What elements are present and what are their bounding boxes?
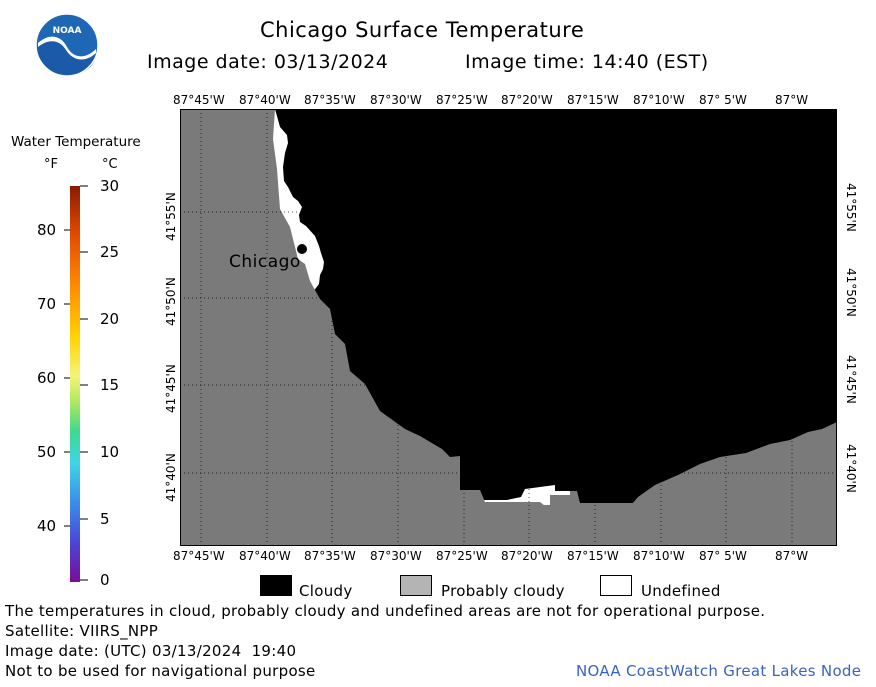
colorbar — [64, 185, 88, 582]
c-tick: 25 — [100, 243, 120, 261]
page-title: Chicago Surface Temperature — [260, 18, 585, 42]
noaa-logo-text: NOAA — [53, 26, 82, 36]
lat-label: 41°40'N — [844, 444, 858, 493]
lon-label: 87° 5'W — [699, 549, 747, 563]
c-tick: 20 — [100, 310, 120, 328]
lon-label: 87°40'W — [239, 549, 291, 563]
land-southeast — [180, 109, 837, 546]
chicago-marker — [297, 244, 307, 254]
lon-label: 87°25'W — [436, 549, 488, 563]
utc-date-text: Image date: (UTC) 03/13/2024 19:40 — [5, 642, 297, 660]
legend-label-cloudy: Cloudy — [299, 582, 353, 600]
legend-swatch-probably-cloudy — [400, 575, 432, 596]
c-tick: 30 — [100, 177, 120, 195]
disclaimer-text: The temperatures in cloud, probably clou… — [5, 602, 766, 620]
lon-label: 87°15'W — [567, 93, 619, 107]
lat-label: 41°40'N — [164, 453, 178, 502]
lon-label: 87°25'W — [436, 93, 488, 107]
legend-label-undefined: Undefined — [641, 582, 721, 600]
lat-label: 41°45'N — [164, 364, 178, 413]
legend-label-probably-cloudy: Probably cloudy — [441, 582, 565, 600]
lon-label: 87°W — [775, 549, 809, 563]
city-label: Chicago — [229, 252, 301, 272]
lon-label: 87°45'W — [173, 549, 225, 563]
legend-swatch-undefined — [600, 575, 632, 596]
lon-label: 87°10'W — [633, 93, 685, 107]
image-date: Image date: 03/13/2024 — [147, 51, 389, 73]
temperature-map — [180, 109, 837, 546]
lon-label: 87°20'W — [501, 93, 553, 107]
f-tick: 60 — [37, 369, 57, 387]
lon-label: 87°20'W — [501, 549, 553, 563]
legend-swatch-cloudy — [260, 575, 292, 596]
lon-label: 87°10'W — [633, 549, 685, 563]
colorbar-title: Water Temperature — [11, 134, 141, 150]
graticule — [180, 109, 837, 546]
lat-label: 41°55'N — [164, 192, 178, 241]
satellite-text: Satellite: VIIRS_NPP — [5, 622, 159, 640]
lon-label: 87°30'W — [370, 549, 422, 563]
lat-label: 41°50'N — [844, 268, 858, 317]
lon-label: 87°W — [775, 93, 809, 107]
lon-label: 87°45'W — [173, 93, 225, 107]
lon-label: 87°35'W — [304, 549, 356, 563]
c-tick: 10 — [100, 443, 120, 461]
lat-label: 41°45'N — [844, 355, 858, 404]
c-tick: 5 — [100, 510, 110, 528]
lon-label: 87° 5'W — [699, 93, 747, 107]
lat-label: 41°50'N — [164, 277, 178, 326]
lon-label: 87°30'W — [370, 93, 422, 107]
c-tick: 0 — [100, 571, 110, 589]
lat-label: 41°55'N — [844, 183, 858, 232]
noaa-logo: NOAA — [35, 13, 99, 77]
f-tick: 50 — [37, 443, 57, 461]
lon-label: 87°40'W — [239, 93, 291, 107]
colorbar-unit-f: °F — [44, 157, 58, 172]
cloudy-area — [275, 109, 837, 503]
f-tick: 80 — [37, 221, 57, 239]
c-tick: 15 — [100, 376, 120, 394]
lon-label: 87°15'W — [567, 549, 619, 563]
lon-label: 87°35'W — [304, 93, 356, 107]
credit-text: NOAA CoastWatch Great Lakes Node — [576, 662, 862, 680]
colorbar-unit-c: °C — [102, 157, 118, 172]
f-tick: 40 — [37, 517, 57, 535]
image-time: Image time: 14:40 (EST) — [465, 51, 709, 73]
nav-warning-text: Not to be used for navigational purpose — [5, 662, 316, 680]
f-tick: 70 — [37, 295, 57, 313]
